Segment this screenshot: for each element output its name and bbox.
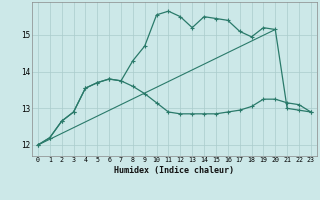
X-axis label: Humidex (Indice chaleur): Humidex (Indice chaleur) [115,166,234,175]
